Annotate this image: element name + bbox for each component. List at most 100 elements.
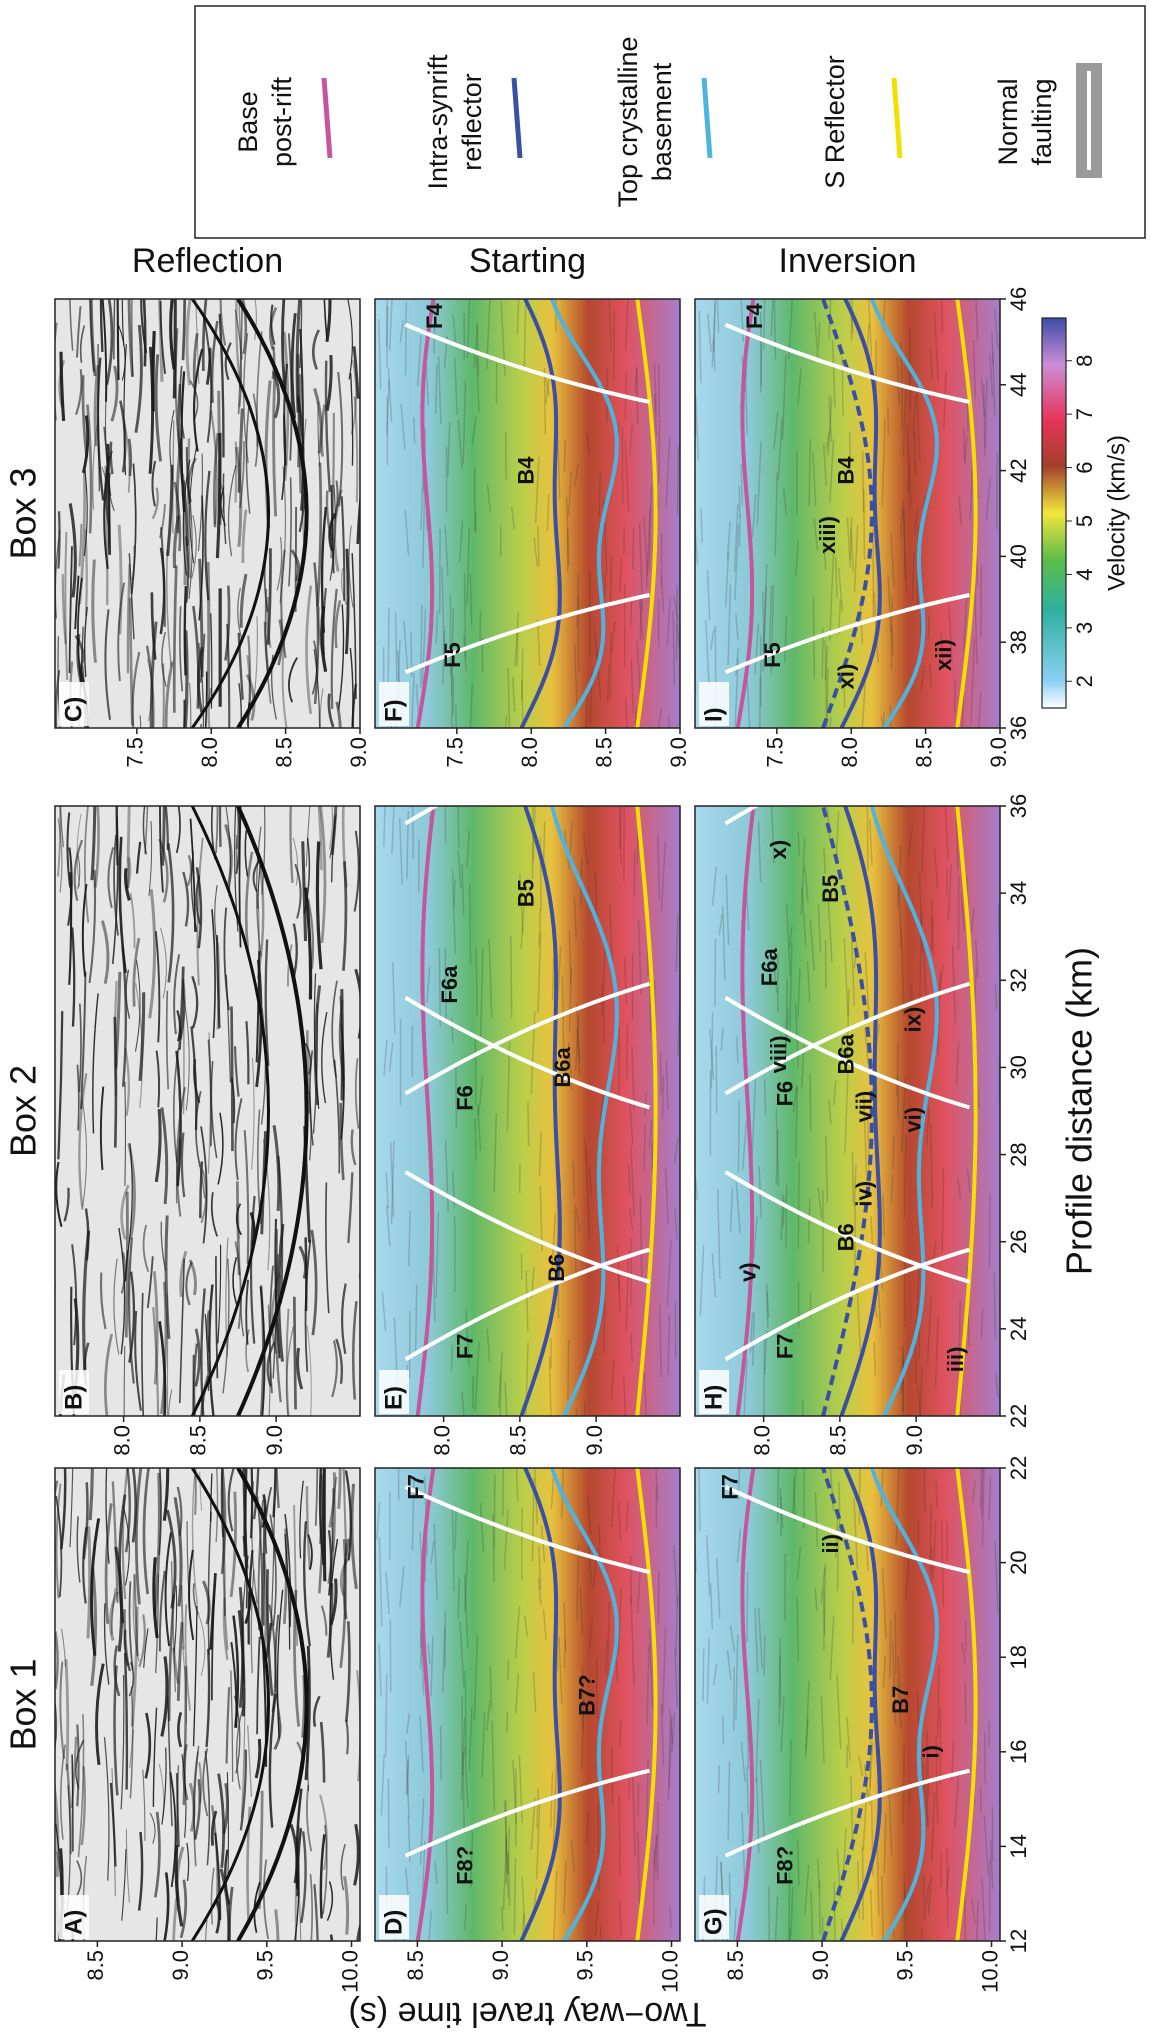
intra-synrift xyxy=(839,806,882,1416)
reflector-stroke xyxy=(190,1026,198,1130)
annotation: F4 xyxy=(742,303,767,329)
texture-stroke xyxy=(444,948,447,1021)
annotation: ii) xyxy=(818,1534,843,1554)
reflector-stroke xyxy=(189,1468,197,1515)
legend-label: Normal xyxy=(993,78,1023,165)
annotation: B6 xyxy=(833,1223,858,1251)
reflector-stroke xyxy=(340,568,347,605)
reflector-stroke xyxy=(149,1812,156,1844)
texture-stroke xyxy=(983,383,986,456)
reflector-stroke xyxy=(296,1347,304,1390)
reflector-stroke xyxy=(353,830,360,912)
texture-stroke xyxy=(380,1754,385,1816)
texture-stroke xyxy=(992,352,996,417)
x-tick-label: 16 xyxy=(1006,1740,1031,1764)
reflector-stroke xyxy=(84,1208,90,1261)
texture-stroke xyxy=(980,378,986,417)
texture-stroke xyxy=(892,1135,895,1170)
texture-stroke xyxy=(775,1129,779,1185)
texture-stroke xyxy=(989,1840,994,1890)
reflector-stroke xyxy=(164,1532,172,1647)
reflector-stroke xyxy=(210,1593,215,1701)
base-post-rift xyxy=(415,806,436,1416)
texture-stroke xyxy=(900,507,903,539)
texture-stroke xyxy=(896,1042,899,1096)
texture-stroke xyxy=(505,1839,510,1898)
reflector-stroke xyxy=(76,1064,80,1131)
top-basement xyxy=(870,299,939,728)
reflector-stroke xyxy=(319,1794,328,1870)
texture-stroke xyxy=(853,525,859,592)
texture-stroke xyxy=(813,517,819,551)
reflector-stroke xyxy=(120,1184,130,1240)
texture-stroke xyxy=(610,621,616,652)
x-tick-label: 30 xyxy=(1006,1055,1031,1079)
texture-stroke xyxy=(807,1198,811,1244)
reflector-stroke xyxy=(235,1703,245,1790)
row-label: Reflection xyxy=(132,242,283,280)
texture-stroke xyxy=(457,850,462,889)
reflector-stroke xyxy=(76,633,83,685)
reflector-stroke xyxy=(66,812,72,888)
reflector-stroke xyxy=(128,553,135,640)
reflector-stroke xyxy=(154,931,161,1043)
texture-stroke xyxy=(927,1874,933,1915)
texture-stroke xyxy=(457,419,463,469)
reflector-stroke xyxy=(127,438,133,477)
reflector-stroke xyxy=(133,1574,139,1657)
texture-stroke xyxy=(381,1291,387,1332)
texture-stroke xyxy=(988,1477,992,1522)
texture-stroke xyxy=(573,463,579,487)
texture-stroke xyxy=(420,469,424,530)
reflector-stroke xyxy=(207,1032,212,1175)
texture-stroke xyxy=(889,1621,892,1679)
reflector-stroke xyxy=(245,673,256,721)
texture-stroke xyxy=(563,440,567,472)
texture-stroke xyxy=(576,1544,580,1621)
annotation: B7? xyxy=(574,1674,599,1716)
reflector-stroke xyxy=(319,1834,326,1919)
texture-stroke xyxy=(469,884,472,964)
reflector-stroke xyxy=(169,1772,177,1888)
y-tick-label: 9.0 xyxy=(346,737,371,768)
reflector-stroke xyxy=(239,441,245,509)
reflector-stroke xyxy=(241,509,248,563)
reflector-stroke xyxy=(304,1042,312,1075)
reflector-stroke xyxy=(169,299,181,370)
reflector-stroke xyxy=(167,1594,176,1722)
reflector-stroke xyxy=(218,806,226,847)
texture-stroke xyxy=(422,487,426,569)
panel-frame xyxy=(374,298,681,729)
texture-stroke xyxy=(797,831,800,856)
reflector-stroke xyxy=(116,299,120,381)
reflector-stroke xyxy=(327,693,335,728)
legend-label: S Reflector xyxy=(820,55,850,189)
y-tick-label: 8.0 xyxy=(429,1425,454,1456)
reflector-stroke xyxy=(119,400,127,473)
texture-stroke xyxy=(673,1138,679,1163)
texture-stroke xyxy=(507,1826,511,1875)
texture-stroke xyxy=(491,1720,496,1811)
reflector-stroke xyxy=(329,484,336,581)
texture-stroke xyxy=(386,306,389,368)
texture-stroke xyxy=(630,1237,633,1306)
texture-stroke xyxy=(563,1602,567,1652)
texture-stroke xyxy=(809,919,815,971)
reflector-stroke xyxy=(134,1468,144,1605)
texture-stroke xyxy=(599,1092,605,1124)
texture-stroke xyxy=(542,821,546,868)
texture-stroke xyxy=(869,1741,874,1788)
row-label: Inversion xyxy=(779,242,917,280)
texture-stroke xyxy=(588,572,591,659)
texture-stroke xyxy=(791,1468,798,1518)
texture-stroke xyxy=(732,1908,737,1941)
texture-stroke xyxy=(724,552,730,608)
texture-stroke xyxy=(970,907,975,932)
texture-stroke xyxy=(451,1509,455,1592)
reflector-stroke xyxy=(164,1215,171,1340)
texture-stroke xyxy=(709,1583,714,1630)
reflector-stroke xyxy=(269,307,278,351)
reflector-stroke xyxy=(128,1271,136,1363)
reflector-stroke xyxy=(83,606,88,677)
reflector-stroke xyxy=(125,1828,130,1903)
